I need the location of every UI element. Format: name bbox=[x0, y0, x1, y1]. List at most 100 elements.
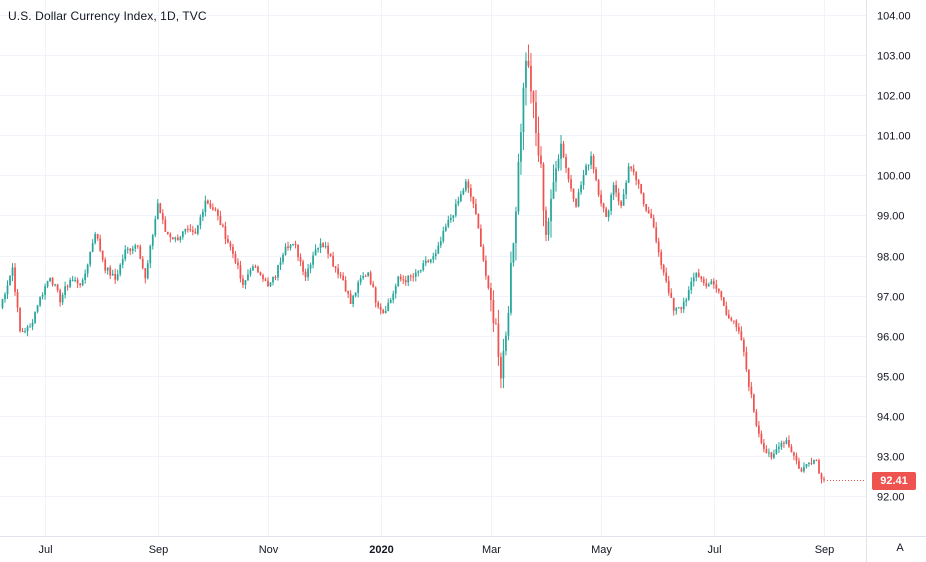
candle-body bbox=[735, 320, 738, 328]
candle-body bbox=[773, 453, 775, 458]
candle-body bbox=[597, 180, 600, 195]
candle-body bbox=[272, 276, 274, 283]
candle-body bbox=[562, 143, 565, 158]
candle-body bbox=[717, 288, 720, 292]
y-tick-label: 93.00 bbox=[877, 452, 905, 464]
candle-body bbox=[560, 143, 562, 159]
candle-body bbox=[727, 314, 730, 319]
candle-body bbox=[26, 326, 29, 332]
candle-body bbox=[798, 460, 800, 469]
x-tick-label: Sep bbox=[149, 544, 169, 556]
candle-body bbox=[607, 210, 610, 217]
candle-body bbox=[647, 210, 650, 214]
candle-body bbox=[657, 241, 660, 253]
candle-body bbox=[710, 281, 713, 285]
candle-body bbox=[585, 165, 587, 175]
candle-body bbox=[705, 283, 708, 287]
candle-body bbox=[642, 193, 645, 205]
candle-body bbox=[196, 225, 199, 234]
candle-body bbox=[492, 300, 495, 324]
candle-body bbox=[527, 60, 530, 66]
candle-body bbox=[775, 448, 778, 454]
candle-body bbox=[46, 281, 49, 287]
candle-body bbox=[244, 280, 247, 285]
candle-body bbox=[267, 280, 269, 287]
candle-body bbox=[9, 275, 11, 286]
candle-body bbox=[429, 259, 432, 263]
candle-body bbox=[685, 299, 688, 302]
candle-body bbox=[207, 200, 209, 204]
candle-body bbox=[129, 248, 132, 251]
candle-body bbox=[166, 231, 169, 234]
candle-body bbox=[242, 278, 244, 285]
candle-body bbox=[289, 245, 292, 248]
candle-body bbox=[572, 188, 575, 199]
candle-body bbox=[54, 284, 56, 286]
candle-body bbox=[702, 279, 705, 284]
candle-body bbox=[747, 369, 750, 387]
candle-body bbox=[582, 174, 585, 186]
candle-body bbox=[580, 185, 582, 193]
time-axis[interactable]: Jul Sep Nov 2020 Mar May Jul Sep bbox=[38, 544, 834, 556]
candle-body bbox=[447, 220, 450, 227]
candle-body bbox=[392, 293, 395, 301]
candle-body bbox=[287, 246, 289, 248]
candle-body bbox=[474, 203, 477, 214]
y-tick-label: 92.00 bbox=[877, 492, 905, 504]
candle-body bbox=[86, 264, 89, 274]
candle-body bbox=[304, 271, 307, 278]
candle-body bbox=[755, 411, 758, 426]
candle-body bbox=[500, 357, 502, 379]
candle-body bbox=[687, 290, 690, 300]
candle-body bbox=[16, 291, 19, 308]
candle-body bbox=[324, 245, 327, 248]
candle-body bbox=[66, 286, 69, 288]
candle-body bbox=[84, 273, 87, 281]
candle-body bbox=[793, 452, 795, 456]
candle-body bbox=[224, 226, 227, 240]
candle-body bbox=[364, 275, 367, 277]
candle-body bbox=[472, 196, 475, 204]
candle-body bbox=[191, 230, 194, 232]
candle-body bbox=[404, 280, 407, 283]
candle-body bbox=[815, 460, 818, 462]
candle-body bbox=[139, 246, 142, 259]
candle-body bbox=[419, 269, 422, 272]
candle-body bbox=[342, 275, 345, 281]
candle-body bbox=[454, 203, 457, 216]
candle-body bbox=[675, 308, 678, 311]
candle-body bbox=[537, 133, 540, 156]
candle-body bbox=[637, 180, 640, 185]
candle-body bbox=[765, 448, 768, 454]
candle-body bbox=[359, 277, 362, 283]
candle-body bbox=[247, 274, 249, 281]
candle-body bbox=[79, 283, 82, 286]
candle-body bbox=[695, 272, 698, 278]
candle-body bbox=[176, 237, 179, 241]
candle-body bbox=[697, 272, 700, 277]
candle-body bbox=[312, 255, 314, 265]
x-tick-label: 2020 bbox=[369, 544, 393, 556]
candle-body bbox=[530, 65, 532, 92]
candle-body bbox=[479, 228, 482, 247]
candle-body bbox=[742, 340, 745, 352]
candle-body bbox=[146, 263, 149, 279]
last-price-badge: 92.41 bbox=[872, 472, 916, 490]
candle-body bbox=[119, 264, 122, 275]
candle-body bbox=[542, 164, 545, 211]
auto-scale-button[interactable]: A bbox=[896, 542, 904, 554]
candle-body bbox=[374, 287, 377, 303]
candle-body bbox=[31, 322, 34, 327]
candle-body bbox=[56, 284, 59, 291]
candle-body bbox=[407, 275, 410, 283]
candle-body bbox=[292, 244, 294, 246]
candle-body bbox=[131, 248, 134, 251]
candle-body bbox=[449, 217, 452, 221]
price-axis[interactable]: 104.00 103.00 102.00 101.00 100.00 99.00 98.00… bbox=[877, 11, 911, 504]
candle-body bbox=[667, 280, 670, 293]
candle-body bbox=[535, 102, 537, 134]
candle-body bbox=[372, 283, 375, 288]
y-tick-label: 95.00 bbox=[877, 372, 905, 384]
candle-body bbox=[161, 213, 164, 220]
